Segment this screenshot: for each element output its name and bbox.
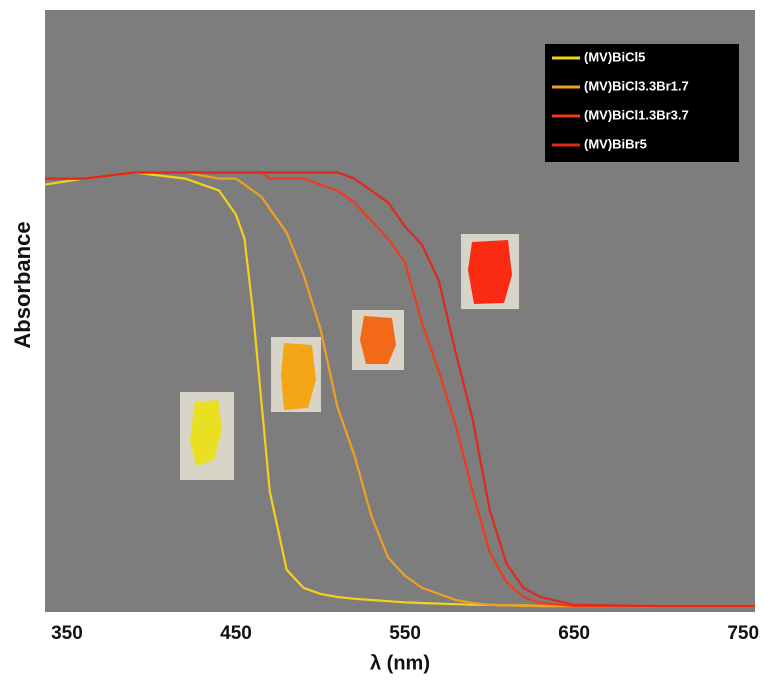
legend-label: (MV)BiCl1.3Br3.7 (584, 107, 689, 122)
sample-powder (468, 240, 512, 304)
legend-label: (MV)BiBr5 (584, 136, 647, 151)
sample-powder (281, 343, 316, 410)
x-tick-label: 650 (558, 623, 590, 644)
legend (545, 44, 739, 162)
x-tick-label: 550 (389, 623, 421, 644)
sample-powder (190, 400, 222, 466)
x-axis-title: λ (nm) (370, 652, 430, 674)
sample-photos (180, 234, 519, 480)
legend-label: (MV)BiCl5 (584, 49, 645, 64)
data-line (45, 171, 755, 608)
x-tick-label: 450 (220, 623, 252, 644)
sample-powder (360, 316, 396, 364)
x-tick-label: 750 (727, 623, 759, 644)
y-axis-title: Absorbance (10, 221, 35, 348)
x-tick-label: 350 (51, 623, 83, 644)
data-line (45, 171, 755, 608)
legend-label: (MV)BiCl3.3Br1.7 (584, 78, 689, 93)
